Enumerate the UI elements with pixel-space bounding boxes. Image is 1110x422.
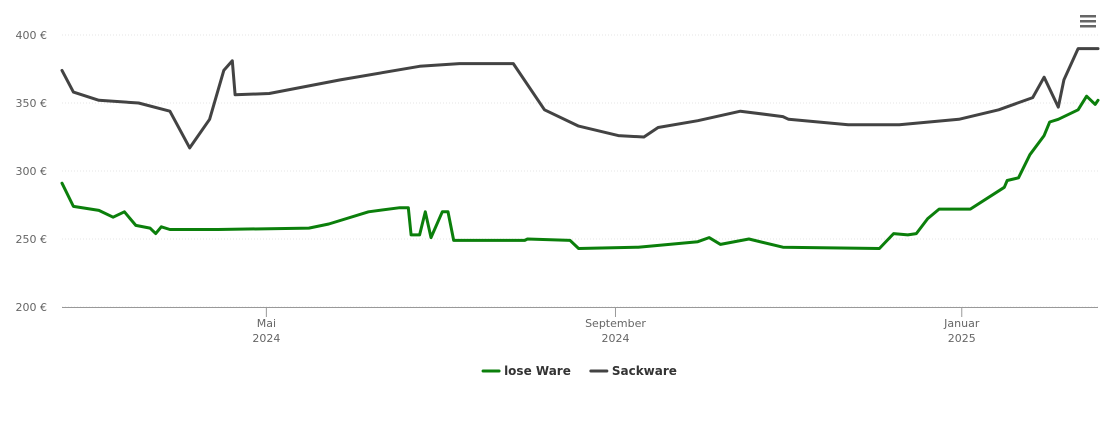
menu-icon[interactable] (1080, 15, 1096, 28)
legend-label: Sackware (612, 364, 677, 378)
line-series (60, 94, 1100, 250)
menu-bar (1080, 25, 1096, 28)
menu-bar (1080, 20, 1096, 23)
x-tick-label: September 2024 (585, 317, 646, 345)
line-series (60, 47, 1100, 150)
y-tick-label: 400 € (16, 29, 48, 42)
y-tick-label: 200 € (16, 301, 48, 314)
legend: lose Ware Sackware (481, 364, 677, 378)
legend-item[interactable]: lose Ware (481, 364, 571, 378)
x-tick-label: Januar 2025 (944, 317, 980, 345)
legend-label: lose Ware (504, 364, 571, 378)
y-tick-label: 300 € (16, 165, 48, 178)
menu-bar (1080, 15, 1096, 18)
y-tick-label: 250 € (16, 233, 48, 246)
legend-item[interactable]: Sackware (589, 364, 677, 378)
x-tick-label: Mai 2024 (252, 317, 281, 345)
y-tick-label: 350 € (16, 97, 48, 110)
